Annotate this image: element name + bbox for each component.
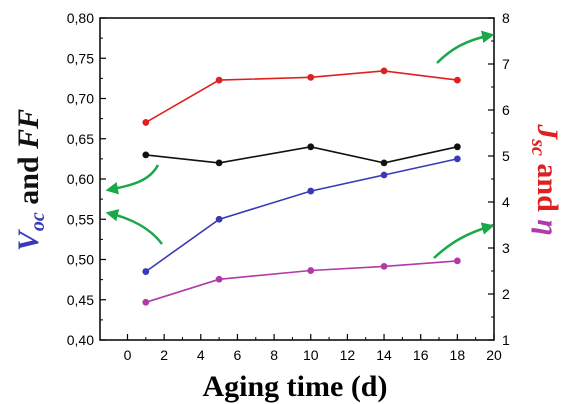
data-point [380, 67, 388, 75]
x-tick-label: 12 [340, 347, 356, 363]
plot-frame [99, 17, 495, 341]
data-point [380, 159, 388, 167]
x-tick-label: 20 [486, 347, 502, 363]
x-axis-label: Aging time (d) [203, 370, 388, 403]
y-right-label-sc: sc [527, 138, 549, 156]
data-point [307, 187, 315, 195]
y-left-tick-label: 0,80 [67, 10, 94, 26]
y-right-label-j: J [531, 123, 563, 140]
left-y-axis-ticks: 0,40 0,45 0,50 0,55 0,60 0,65 0,70 0,75 0,80 [67, 10, 106, 348]
y-right-tick-label: 3 [502, 240, 510, 256]
series-line-3 [145, 260, 458, 304]
data-point [380, 171, 388, 179]
y-left-label-ff: FF [12, 109, 45, 150]
data-point [380, 263, 388, 270]
x-tick-label: 18 [450, 347, 466, 363]
y-right-tick-label: 7 [502, 56, 510, 72]
data-point [142, 119, 150, 126]
svg-text:Jsc and η: Jsc and η [527, 123, 563, 236]
series-line-2 [145, 70, 458, 124]
y-right-label-and: and [531, 156, 563, 219]
y-left-label-oc: oc [27, 212, 49, 231]
y-left-tick-label: 0,75 [67, 50, 94, 66]
y-left-tick-label: 0,60 [67, 171, 94, 187]
data-point [142, 151, 150, 159]
y-right-tick-label: 8 [502, 10, 510, 26]
data-point [142, 268, 150, 275]
data-point [453, 257, 461, 265]
series-layer [142, 67, 461, 306]
x-tick-label: 0 [124, 347, 132, 363]
x-tick-label: 4 [197, 347, 205, 363]
y-left-label-and: and [12, 149, 45, 212]
left-y-axis-label: Voc and FF [12, 109, 49, 251]
x-tick-label: 8 [270, 347, 278, 363]
y-left-label-v: V [12, 228, 45, 251]
x-axis-ticks: 0 2 4 6 8 10 12 14 16 18 20 [124, 334, 502, 363]
data-point [453, 155, 461, 163]
data-point [142, 298, 150, 306]
y-right-tick-label: 2 [502, 286, 510, 302]
data-point [215, 275, 223, 283]
y-left-tick-label: 0,50 [67, 252, 94, 268]
y-left-tick-label: 0,55 [67, 211, 94, 227]
arrow-voc-to-left-axis [105, 209, 163, 245]
series-line-0 [145, 158, 458, 273]
y-left-tick-label: 0,45 [67, 292, 94, 308]
right-y-axis-label: Jsc and η [527, 123, 563, 236]
data-point [307, 73, 315, 81]
data-point [307, 267, 315, 274]
data-point [453, 143, 461, 151]
data-point [307, 143, 315, 151]
y-left-tick-label: 0,65 [67, 131, 94, 147]
right-y-axis-ticks: 1 2 3 4 5 6 7 8 [488, 10, 510, 348]
data-point [215, 76, 223, 84]
series-line-1 [145, 145, 458, 164]
x-tick-label: 2 [160, 347, 168, 363]
x-tick-label: 14 [376, 347, 392, 363]
x-tick-label: 10 [303, 347, 319, 363]
arrow-jsc-to-right-axis [436, 30, 495, 64]
svg-text:Voc and FF: Voc and FF [12, 109, 49, 251]
y-left-tick-label: 0,70 [67, 91, 94, 107]
y-left-tick-label: 0,40 [67, 332, 94, 348]
y-right-tick-label: 5 [502, 148, 510, 164]
x-tick-label: 16 [413, 347, 429, 363]
y-right-tick-label: 6 [502, 102, 510, 118]
y-right-label-eta: η [531, 219, 563, 235]
data-point [215, 159, 223, 167]
y-right-tick-label: 4 [502, 194, 510, 210]
y-right-tick-label: 1 [502, 332, 510, 348]
data-point [453, 76, 461, 84]
data-point [215, 215, 223, 223]
x-tick-label: 6 [234, 347, 242, 363]
arrow-eta-to-right-axis [433, 222, 495, 259]
arrow-ff-to-left-axis [105, 164, 160, 195]
